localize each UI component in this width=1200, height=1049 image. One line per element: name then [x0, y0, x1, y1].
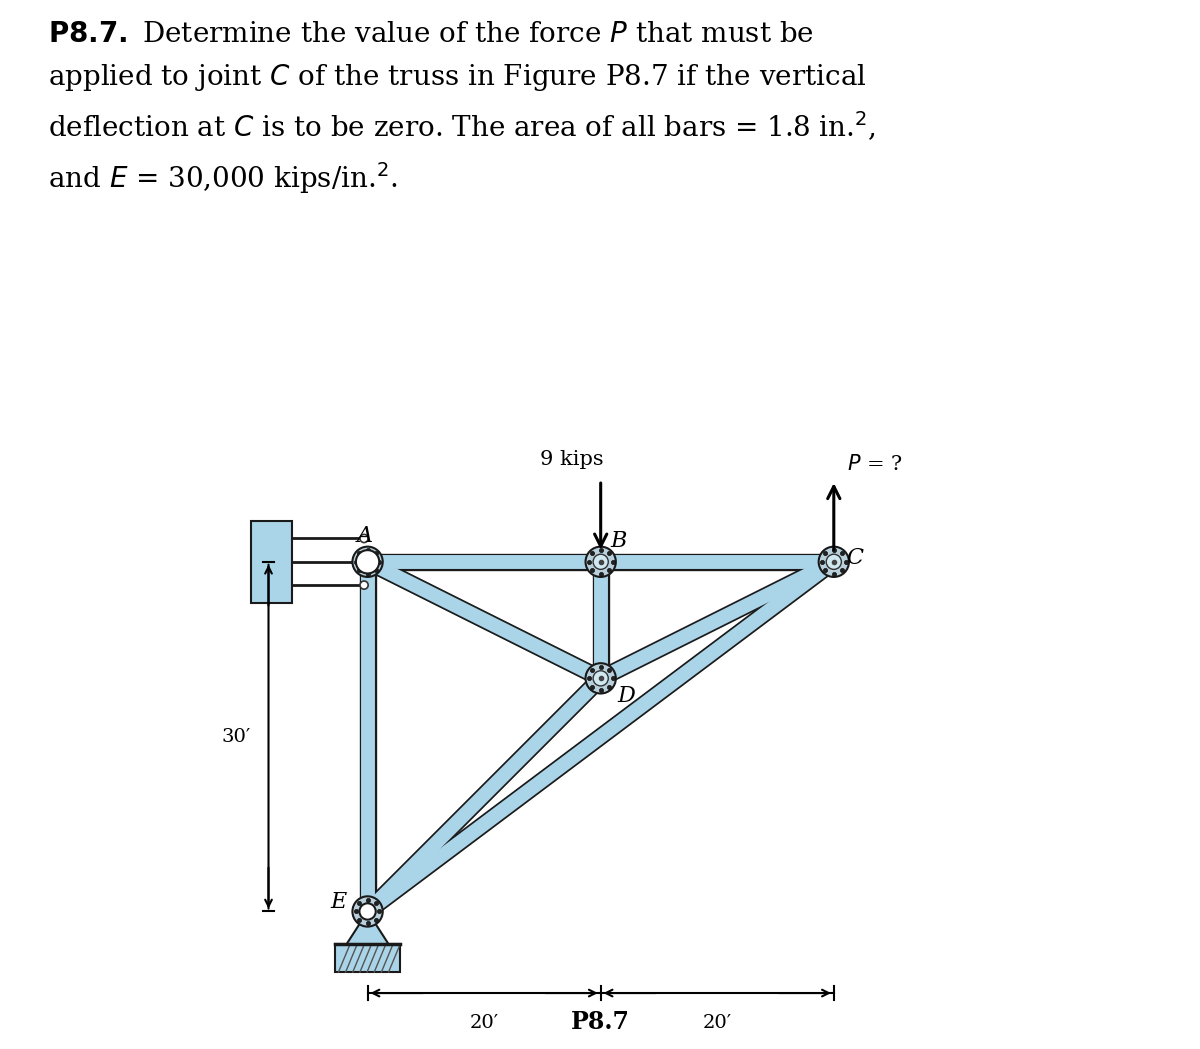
Text: $P$ = ?: $P$ = ? [847, 454, 902, 474]
Circle shape [593, 670, 608, 686]
Circle shape [360, 534, 368, 542]
Circle shape [827, 554, 841, 570]
Circle shape [586, 663, 616, 693]
Text: D: D [617, 685, 635, 707]
Circle shape [586, 547, 616, 577]
Bar [251, 521, 292, 602]
Circle shape [360, 554, 376, 570]
Circle shape [593, 554, 608, 570]
Text: $\mathbf{P8.7.}$ Determine the value of the force $P$ that must be
applied to jo: $\mathbf{P8.7.}$ Determine the value of … [48, 21, 876, 196]
Bar [335, 944, 401, 972]
Text: 20′: 20′ [703, 1014, 732, 1032]
Circle shape [356, 550, 379, 574]
Text: C: C [846, 548, 863, 570]
Circle shape [353, 896, 383, 926]
Circle shape [818, 547, 848, 577]
Polygon shape [347, 912, 389, 944]
Circle shape [360, 581, 368, 590]
Text: P8.7: P8.7 [571, 1010, 630, 1034]
Circle shape [360, 903, 376, 920]
Text: E: E [330, 892, 347, 913]
Circle shape [353, 547, 383, 577]
Text: 9 kips: 9 kips [540, 450, 604, 469]
Text: 20′: 20′ [469, 1014, 499, 1032]
Circle shape [360, 558, 368, 565]
Circle shape [360, 904, 376, 919]
Text: A: A [358, 526, 373, 548]
Text: 30′: 30′ [222, 728, 251, 746]
Text: B: B [610, 530, 626, 552]
